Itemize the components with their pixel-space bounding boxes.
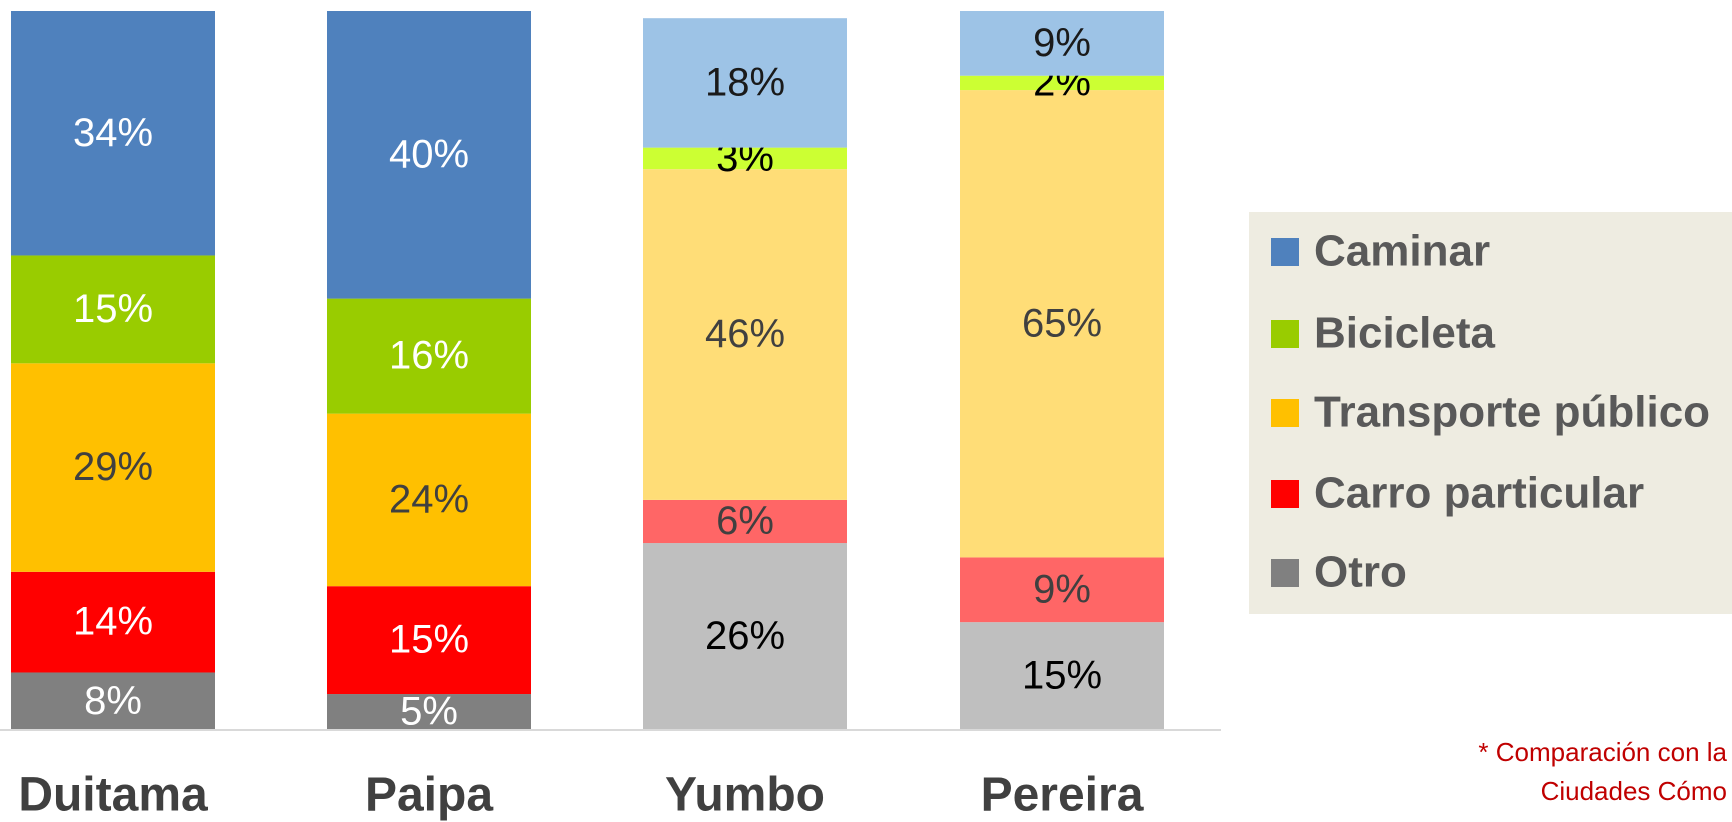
data-label: 15%	[1022, 654, 1102, 698]
data-label: 65%	[1022, 301, 1102, 345]
legend-swatch	[1271, 238, 1299, 266]
legend-label: Caminar	[1314, 227, 1490, 276]
legend-label: Carro particular	[1314, 469, 1644, 518]
x-tick-label: Paipa	[365, 769, 493, 822]
data-label: 8%	[84, 679, 142, 723]
bar-segment	[11, 363, 215, 572]
legend-label: Bicicleta	[1314, 309, 1496, 358]
data-label: 15%	[73, 287, 153, 331]
legend-swatch	[1271, 399, 1299, 427]
bar-segment	[643, 543, 847, 730]
data-label: 46%	[705, 312, 785, 356]
bar-segment	[327, 586, 531, 695]
bar-segment	[11, 571, 215, 673]
data-label: 29%	[73, 445, 153, 489]
legend-label: Transporte público	[1314, 388, 1710, 437]
bar-segment	[960, 75, 1164, 91]
bar-segment	[11, 11, 215, 256]
legend-swatch	[1271, 320, 1299, 348]
footnote: * Comparación con la	[1478, 737, 1727, 767]
bar-segment	[643, 18, 847, 148]
data-label: 6%	[716, 499, 774, 543]
data-label: 14%	[73, 600, 153, 644]
x-tick-label: Yumbo	[665, 769, 825, 822]
bar-segment	[643, 147, 847, 170]
bar-segment	[11, 255, 215, 364]
data-label: 34%	[73, 111, 153, 155]
data-label: 40%	[389, 132, 469, 176]
bar-segment	[960, 90, 1164, 558]
bar-segment	[327, 11, 531, 299]
footnote: Ciudades Cómo	[1541, 776, 1727, 806]
x-tick-label: Pereira	[981, 769, 1144, 822]
bar-segment	[960, 622, 1164, 730]
data-label: 16%	[389, 334, 469, 378]
legend-swatch	[1271, 480, 1299, 508]
legend-swatch	[1271, 559, 1299, 587]
data-label: 26%	[705, 614, 785, 658]
x-tick-label: Duitama	[18, 769, 208, 822]
data-label: 9%	[1033, 21, 1091, 65]
bar-segment	[643, 499, 847, 544]
data-label: 24%	[389, 477, 469, 521]
bar-segment	[327, 694, 531, 730]
bar-segment	[327, 298, 531, 414]
legend-box	[1249, 212, 1732, 614]
bar-segment	[960, 557, 1164, 623]
data-label: 15%	[389, 618, 469, 662]
legend-label: Otro	[1314, 548, 1407, 597]
data-label: 9%	[1033, 567, 1091, 611]
bar-segment	[11, 672, 215, 730]
data-label: 5%	[400, 690, 458, 734]
bar-segment	[327, 413, 531, 587]
data-label: 18%	[705, 60, 785, 104]
bar-segment	[960, 11, 1164, 76]
bar-segment	[643, 169, 847, 500]
